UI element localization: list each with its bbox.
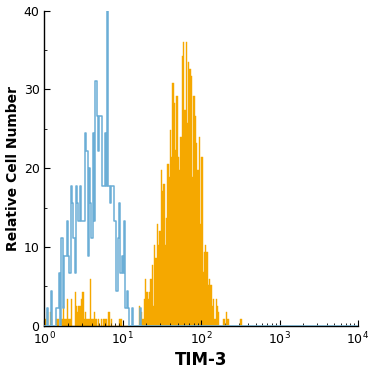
Y-axis label: Relative Cell Number: Relative Cell Number bbox=[6, 86, 20, 251]
X-axis label: TIM-3: TIM-3 bbox=[175, 351, 228, 369]
